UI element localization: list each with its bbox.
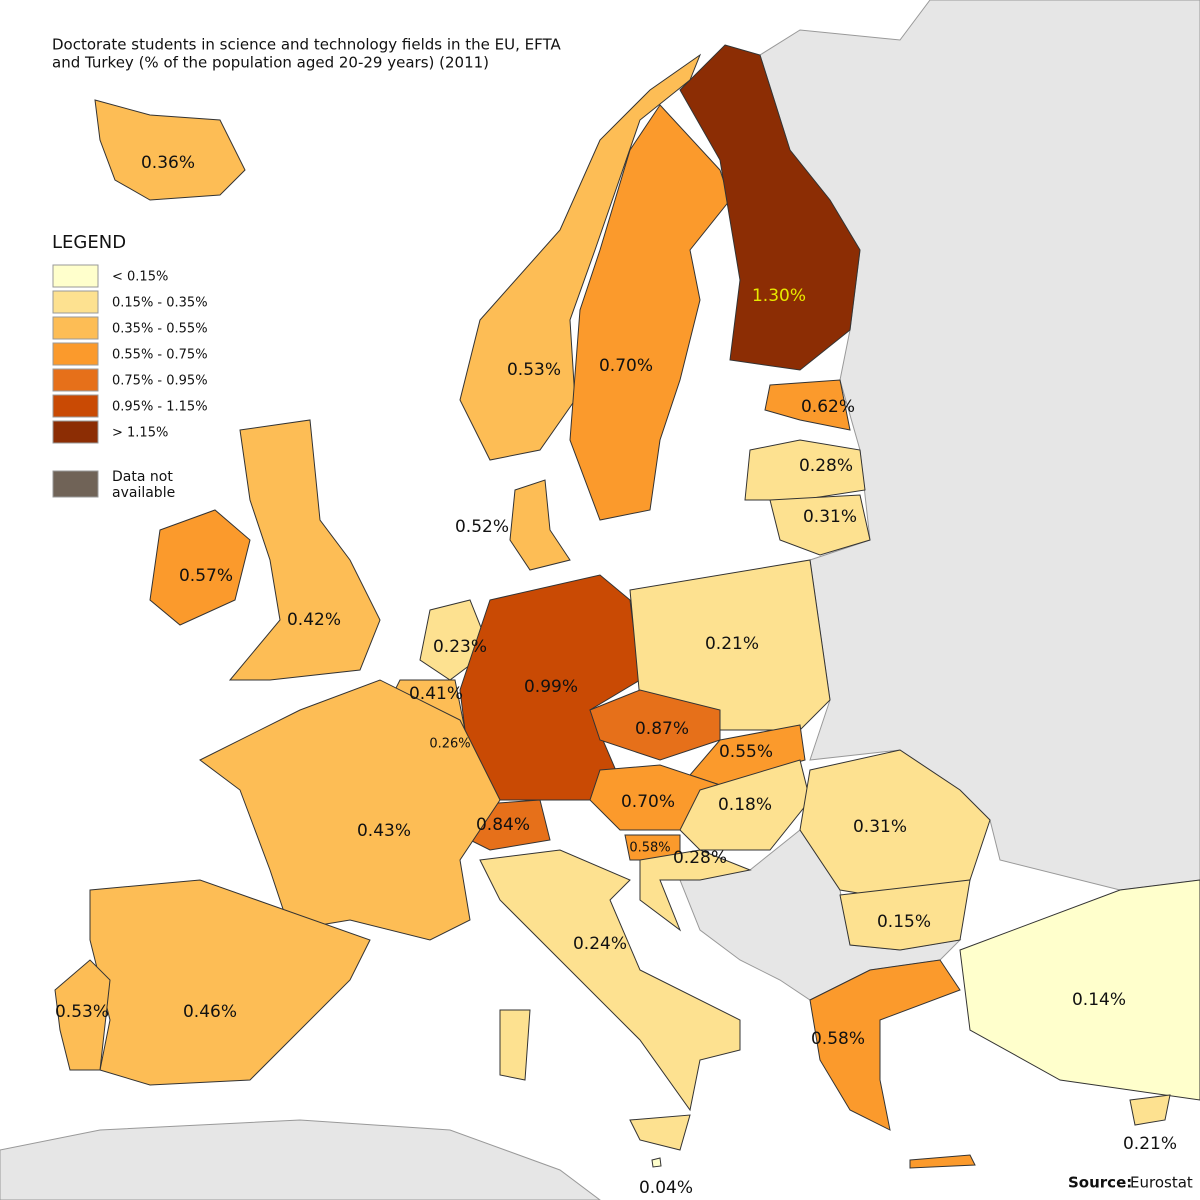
- title: Doctorate students in science and techno…: [52, 36, 562, 54]
- legend-label: Data not available: [112, 469, 175, 501]
- region-label: 0.36%: [141, 153, 195, 173]
- legend-swatch: [52, 316, 99, 340]
- region-label: 0.53%: [55, 1002, 109, 1022]
- legend-title: LEGEND: [52, 232, 126, 253]
- legend-label: 0.55% - 0.75%: [112, 348, 208, 363]
- region: [94, 99, 246, 201]
- source-label: Source:: [1068, 1174, 1132, 1192]
- region: [1129, 1094, 1171, 1126]
- source-text: Eurostat: [1130, 1174, 1193, 1192]
- region-label: 0.18%: [718, 795, 772, 815]
- region-label: 0.24%: [573, 934, 627, 954]
- legend-swatch: [52, 394, 99, 418]
- region: [569, 104, 731, 521]
- region-label: 0.28%: [799, 456, 853, 476]
- region: [959, 879, 1200, 1101]
- region-label: 0.15%: [877, 912, 931, 932]
- region: [228, 419, 381, 681]
- legend-label: > 1.15%: [112, 426, 168, 441]
- region: [909, 1154, 976, 1169]
- region-label: 0.28%: [673, 848, 727, 868]
- region: [679, 759, 811, 851]
- region: [744, 439, 866, 501]
- title: and Turkey (% of the population aged 20-…: [52, 54, 489, 72]
- legend-swatch: [52, 420, 99, 444]
- region-label: 0.58%: [811, 1029, 865, 1049]
- region: [479, 849, 741, 1112]
- legend-label: < 0.15%: [112, 270, 168, 285]
- legend-label: 0.95% - 1.15%: [112, 400, 208, 415]
- region-label: 0.52%: [455, 517, 509, 537]
- legend-label: 0.35% - 0.55%: [112, 322, 208, 337]
- region: [459, 53, 702, 461]
- region: [679, 44, 861, 371]
- region-label: 0.43%: [357, 821, 411, 841]
- labels: 0.36% 0.53% 0.70% 1.30% 0.62% 0.28% 0.31% 0.52%…: [55, 153, 1177, 1198]
- region-label: 0.14%: [1072, 990, 1126, 1010]
- legend-label: 0.15% - 0.35%: [112, 296, 208, 311]
- legend-swatch: [52, 264, 99, 288]
- region-label: 0.21%: [705, 634, 759, 654]
- region-label: 0.26%: [429, 737, 470, 752]
- region-label: 0.58%: [629, 841, 670, 856]
- region-label: 0.41%: [409, 684, 463, 704]
- region: [769, 494, 871, 556]
- region-label: 0.31%: [853, 817, 907, 837]
- region-label: 0.70%: [599, 356, 653, 376]
- legend-swatch: [52, 470, 99, 498]
- legend-label-line: Data not: [112, 469, 173, 485]
- region: [809, 959, 961, 1131]
- legend-swatch: [52, 290, 99, 314]
- legend-swatch: [52, 342, 99, 366]
- region-label: 0.70%: [621, 792, 675, 812]
- region-label: 0.21%: [1123, 1134, 1177, 1154]
- region-label: 0.99%: [524, 677, 578, 697]
- region-label: 0.42%: [287, 610, 341, 630]
- region: [639, 849, 752, 932]
- region-label: 0.55%: [719, 742, 773, 762]
- region-label: 0.46%: [183, 1002, 237, 1022]
- legend-label-line: available: [112, 485, 175, 501]
- region-label: 0.04%: [639, 1178, 693, 1198]
- region: [764, 379, 851, 431]
- legend-label: 0.75% - 0.95%: [112, 374, 208, 389]
- region-label: 0.31%: [803, 507, 857, 527]
- region: [199, 679, 501, 941]
- other-land: [0, 1119, 601, 1200]
- region: [651, 1157, 662, 1168]
- region: [149, 509, 251, 626]
- region-label: 0.57%: [179, 566, 233, 586]
- region-label: 0.84%: [476, 815, 530, 835]
- legend: < 0.15% 0.15% - 0.35% 0.35% - 0.55% 0.55% -…: [52, 264, 208, 501]
- region: [499, 1009, 531, 1081]
- region-label: 1.30%: [752, 286, 806, 306]
- region: [509, 479, 571, 571]
- legend-swatch: [52, 368, 99, 392]
- region-label: 0.87%: [635, 719, 689, 739]
- regions: [54, 44, 1200, 1169]
- region: [54, 959, 111, 1071]
- region: [839, 879, 971, 951]
- region-label: 0.62%: [801, 397, 855, 417]
- region-label: 0.53%: [507, 360, 561, 380]
- region-label: 0.23%: [433, 637, 487, 657]
- region: [629, 1114, 691, 1151]
